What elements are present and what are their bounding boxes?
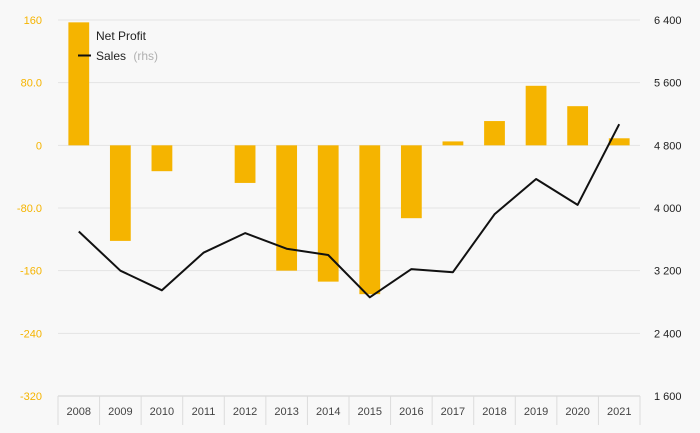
legend-label-sales-suffix: (rhs) (133, 49, 158, 63)
right-axis-tick-label: 3 200 (654, 266, 682, 278)
net-profit-bar (109, 145, 131, 241)
sales-line (78, 123, 621, 299)
net-profit-bar (608, 138, 630, 146)
left-axis-tick-label: -160 (20, 266, 42, 278)
x-axis-tick-label: 2017 (441, 406, 465, 418)
net-profit-bar (68, 22, 90, 146)
gridlines (58, 19, 640, 397)
x-axis-tick-label: 2021 (607, 406, 631, 418)
x-axis-tick-label: 2015 (358, 406, 382, 418)
left-axis-tick-label: 0 (36, 140, 42, 152)
x-axis-tick-label: 2010 (150, 406, 174, 418)
right-axis-tick-label: 2 400 (654, 328, 682, 340)
x-axis: 2008 2009 2010 2011 2012 2013 2014 2015 2016 2017… (57, 395, 641, 425)
left-axis-tick-label: -320 (20, 391, 42, 403)
net-profit-bar (317, 145, 339, 282)
net-profit-bar (359, 145, 381, 295)
right-axis-tick-label: 4 800 (654, 140, 682, 152)
x-axis-tick-label: 2018 (482, 406, 506, 418)
left-axis-tick-label: 80.0 (21, 78, 42, 90)
net-profit-bar (525, 85, 547, 146)
x-axis-tick-label: 2014 (316, 406, 340, 418)
right-axis-tick-label: 6 400 (654, 15, 682, 27)
left-axis-tick-label: -240 (20, 328, 42, 340)
x-axis-tick-label: 2011 (192, 406, 216, 418)
legend: Net Profit Sales (rhs) (78, 29, 158, 63)
net-profit-bar (484, 121, 505, 146)
right-y-axis: 6 400 5 600 4 800 4 000 3 200 2 400 1 600 (654, 15, 682, 403)
net-profit-bar (151, 145, 173, 172)
x-axis-tick-label: 2019 (524, 406, 548, 418)
legend-label-sales: Sales (rhs) (96, 49, 158, 63)
x-axis-tick-label: 2020 (565, 406, 589, 418)
net-profit-bar (400, 145, 422, 219)
legend-swatch-net-profit (80, 31, 89, 40)
net-profit-bar (567, 106, 589, 146)
net-profit-bars (68, 22, 630, 295)
x-axis-tick-label: 2009 (108, 406, 132, 418)
x-axis-tick-label: 2016 (399, 406, 423, 418)
x-axis-tick-label: 2013 (274, 406, 298, 418)
net-profit-bar (234, 145, 256, 183)
x-axis-tick-label: 2012 (233, 406, 257, 418)
x-axis-tick-label: 2008 (67, 406, 91, 418)
net-profit-bar (442, 141, 464, 146)
left-axis-tick-label: -80.0 (17, 203, 42, 215)
left-y-axis: 160 80.0 0 -80.0 -160 -240 -320 (17, 15, 42, 403)
legend-label-net-profit: Net Profit (96, 29, 147, 43)
net-profit-bar (276, 145, 298, 271)
sales-line-series (78, 123, 621, 299)
left-axis-tick-label: 160 (24, 15, 42, 27)
right-axis-tick-label: 5 600 (654, 78, 682, 90)
right-axis-tick-label: 4 000 (654, 203, 682, 215)
legend-label-sales-name: Sales (96, 49, 126, 63)
right-axis-tick-label: 1 600 (654, 391, 682, 403)
